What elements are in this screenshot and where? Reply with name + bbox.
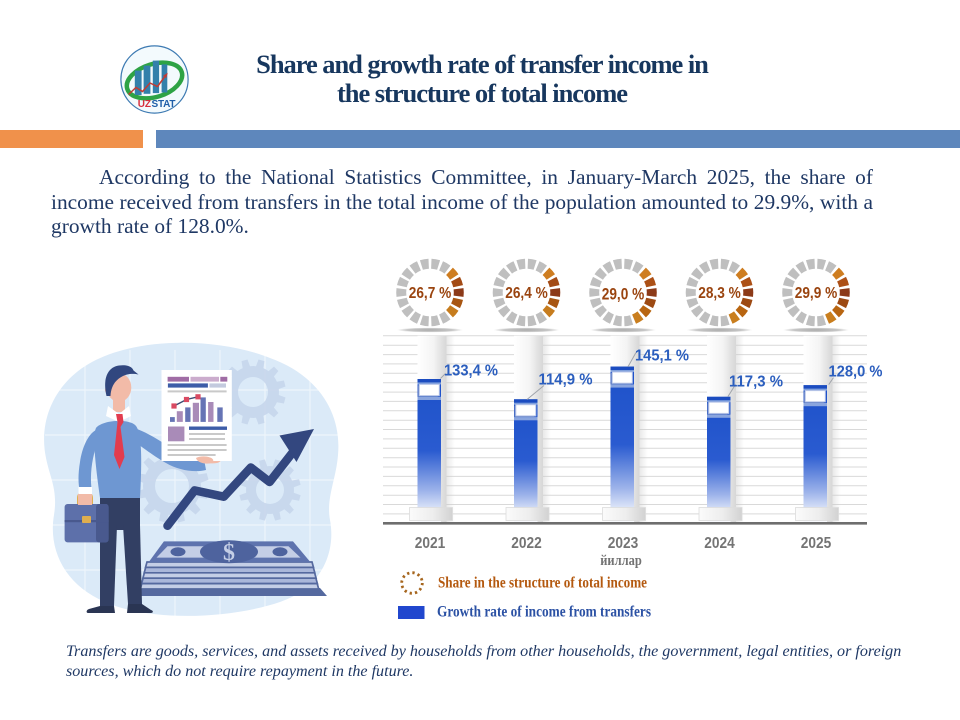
- svg-text:128,0 %: 128,0 %: [829, 364, 883, 381]
- svg-text:Growth rate of income from tr: Growth rate of income from transfers: [437, 604, 651, 621]
- svg-text:114,9 %: 114,9 %: [539, 372, 593, 389]
- svg-text:Share in the structure of tota: Share in the structure of total income: [438, 575, 647, 592]
- svg-text:2024: 2024: [704, 535, 735, 552]
- svg-text:29,0 %: 29,0 %: [602, 285, 645, 304]
- svg-text:145,1 %: 145,1 %: [635, 348, 689, 365]
- svg-text:UZ: UZ: [138, 99, 151, 110]
- svg-text:2023: 2023: [608, 535, 639, 552]
- svg-text:2025: 2025: [801, 535, 832, 552]
- svg-text:2021: 2021: [415, 535, 446, 552]
- svg-text:2022: 2022: [511, 535, 542, 552]
- svg-text:26,4 %: 26,4 %: [505, 285, 548, 302]
- svg-text:STAT: STAT: [152, 99, 176, 110]
- svg-text:28,3 %: 28,3 %: [698, 285, 741, 302]
- svg-text:$: $: [223, 540, 235, 566]
- svg-text:29,9 %: 29,9 %: [795, 285, 838, 302]
- svg-text:26,7 %: 26,7 %: [409, 285, 452, 302]
- svg-text:133,4 %: 133,4 %: [444, 363, 498, 380]
- svg-text:йиллар: йиллар: [600, 553, 642, 569]
- svg-text:117,3 %: 117,3 %: [729, 374, 783, 391]
